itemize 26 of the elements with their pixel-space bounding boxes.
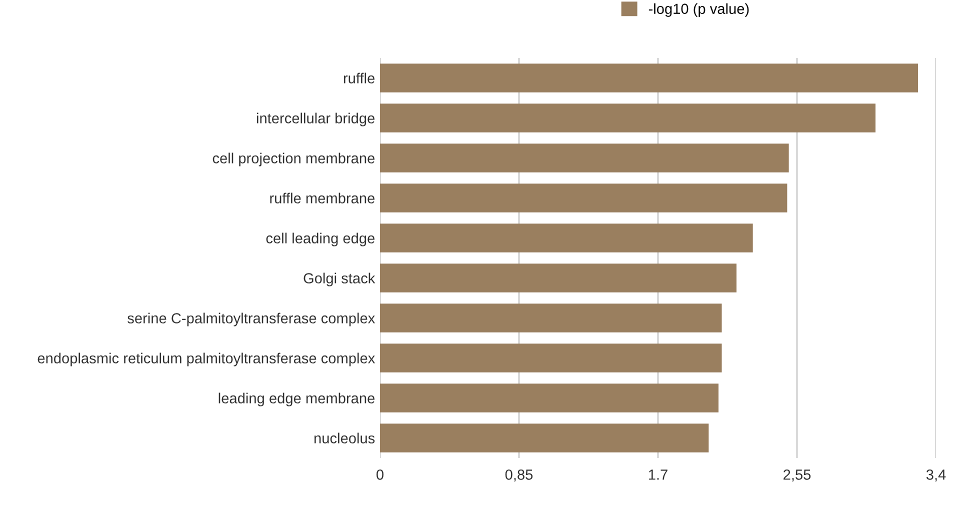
x-tick-label: 1.7 xyxy=(648,470,668,480)
x-tick-label: 0 xyxy=(376,469,384,480)
bar xyxy=(380,184,788,212)
bar xyxy=(380,384,719,412)
y-tick-label: Golgi stack xyxy=(304,272,376,286)
y-tick-label: endoplasmic reticulum palmitoyltransferase complex xyxy=(38,352,375,366)
y-tick-label: ruffle xyxy=(344,72,374,84)
legend-label: -log10 (p value) xyxy=(648,3,749,17)
y-tick-label: nucleolus xyxy=(314,432,375,444)
bar xyxy=(380,64,918,92)
y-tick-label: ruffle membrane xyxy=(270,192,374,204)
y-tick-label: cell projection membrane xyxy=(212,152,374,166)
bar xyxy=(380,264,736,292)
y-tick-label: serine C-palmitoyltransferase complex xyxy=(128,312,375,326)
x-tick-label: 3,4 xyxy=(926,469,946,482)
bar xyxy=(380,144,789,172)
bar xyxy=(380,424,709,452)
bar xyxy=(380,104,876,132)
y-tick-label: leading edge membrane xyxy=(218,392,375,406)
x-tick-label: 0,85 xyxy=(505,469,533,482)
y-tick-label: cell leading edge xyxy=(266,232,374,246)
bar xyxy=(380,224,753,252)
bar xyxy=(380,344,722,372)
x-tick-label: 2,55 xyxy=(784,469,811,482)
y-tick-label: intercellular bridge xyxy=(256,112,374,126)
bar xyxy=(380,304,722,332)
